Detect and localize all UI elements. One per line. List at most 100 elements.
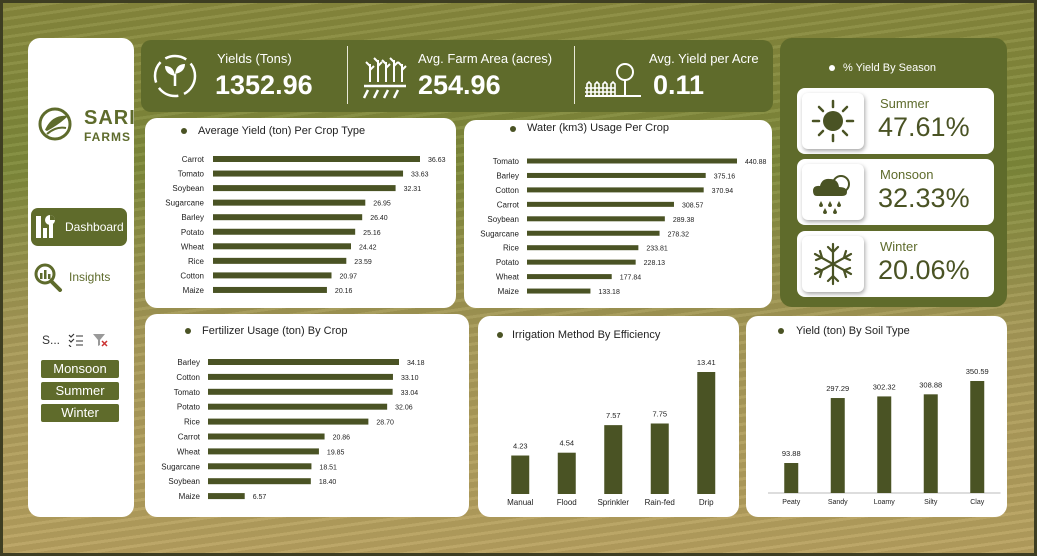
data-label: 19.85	[327, 449, 345, 456]
data-label: 297.29	[826, 384, 849, 393]
title-bullet	[185, 328, 191, 334]
bar	[830, 398, 845, 493]
bar	[511, 455, 530, 494]
bar	[208, 433, 325, 440]
bar	[208, 478, 311, 485]
slicer-item-summer[interactable]: Summer	[41, 382, 119, 400]
category-label: Rice	[184, 418, 201, 427]
chart-title: Average Yield (ton) Per Crop Type	[198, 125, 366, 137]
bar	[527, 201, 674, 207]
category-label: Sugarcane	[161, 462, 200, 471]
season-card-winter: Winter 20.06%	[797, 231, 994, 297]
slicer-item-winter[interactable]: Winter	[41, 404, 119, 422]
nav-dashboard-label: Dashboard	[65, 220, 124, 234]
bar	[213, 286, 327, 293]
slicer-item-monsoon[interactable]: Monsoon	[41, 360, 119, 378]
kpi-farm-area-value: 254.96	[418, 70, 501, 100]
data-label: 370.94	[712, 188, 734, 195]
kpi-farm-area-label: Avg. Farm Area (acres)	[418, 51, 553, 66]
data-label: 228.13	[644, 260, 666, 267]
data-label: 20.16	[335, 288, 353, 295]
water-usage-card: Water (km3) Usage Per Crop Tomato 440.88 B…	[464, 120, 772, 308]
title-bullet	[778, 328, 784, 334]
bar	[213, 214, 363, 221]
title-bullet	[829, 65, 835, 71]
bar	[527, 158, 737, 164]
bar	[208, 418, 369, 425]
data-label: 440.88	[745, 159, 767, 166]
data-label: 177.84	[620, 275, 642, 282]
irrigation-efficiency-card: Irrigation Method By Efficiency 4.23 Manu…	[478, 316, 739, 517]
category-label: Wheat	[177, 447, 201, 456]
data-label: 93.88	[782, 449, 801, 458]
category-label: Maize	[498, 287, 520, 296]
bar	[557, 452, 576, 494]
yield-by-season-panel: % Yield By Season Summer 47.61%	[780, 38, 1007, 307]
chart-title: Fertilizer Usage (ton) By Crop	[202, 325, 348, 337]
data-label: 308.88	[919, 380, 942, 389]
fertilizer-usage-card: Fertilizer Usage (ton) By Crop Barley 34.…	[145, 314, 469, 517]
bar	[527, 172, 706, 178]
chart-title: Yield (ton) By Soil Type	[796, 325, 910, 337]
kpi-divider	[574, 46, 575, 104]
data-label: 289.38	[673, 217, 695, 224]
category-label: Wheat	[496, 273, 520, 282]
rain-cloud-icon	[802, 164, 864, 220]
kpi-farm-area: Avg. Farm Area (acres) 254.96	[348, 40, 574, 112]
kpi-yields-label: Yields (Tons)	[217, 51, 292, 66]
bar	[527, 259, 636, 265]
category-label: Wheat	[181, 242, 205, 251]
bar	[650, 423, 669, 494]
category-label: Maize	[179, 492, 201, 501]
category-label: Silty	[924, 499, 938, 506]
bar	[527, 230, 660, 236]
category-label: Carrot	[178, 433, 201, 442]
multi-select-icon[interactable]	[68, 333, 84, 347]
data-label: 34.18	[407, 360, 425, 367]
bar	[970, 381, 985, 493]
category-label: Potato	[496, 258, 520, 267]
data-label: 308.57	[682, 202, 704, 209]
category-label: Rain-fed	[645, 498, 675, 507]
season-card-summer: Summer 47.61%	[797, 88, 994, 154]
logo: SARI FARMS	[38, 104, 135, 148]
data-label: 133.18	[598, 289, 620, 296]
category-label: Cotton	[176, 373, 200, 382]
data-label: 7.57	[606, 411, 621, 420]
nav-dashboard-button[interactable]: Dashboard	[31, 208, 127, 246]
data-label: 6.57	[253, 494, 267, 501]
category-label: Flood	[557, 498, 577, 507]
crop-field-icon	[362, 57, 407, 99]
nav-insights-button[interactable]: Insights	[33, 260, 129, 294]
season-slicer-header: S...	[42, 330, 130, 350]
category-label: Sandy	[828, 499, 848, 506]
bar	[208, 359, 399, 365]
bar	[213, 156, 420, 162]
category-label: Barley	[177, 358, 200, 367]
data-label: 20.97	[340, 273, 358, 280]
category-label: Rice	[503, 244, 520, 253]
data-label: 33.63	[411, 172, 429, 179]
clear-filter-icon[interactable]	[92, 333, 108, 347]
sun-icon	[802, 93, 864, 149]
data-label: 4.54	[559, 439, 574, 448]
data-label: 23.59	[354, 259, 372, 266]
data-label: 32.31	[404, 186, 422, 193]
bar	[213, 257, 347, 264]
bar	[208, 493, 245, 500]
soil-bar-chart: 93.88 Peaty 297.29 Sandy 302.32 Loamy 308.88 Si…	[768, 367, 1001, 506]
kpi-divider	[347, 46, 348, 104]
season-name: Monsoon	[880, 167, 934, 182]
chart-title: Water (km3) Usage Per Crop	[527, 122, 670, 134]
bar	[213, 272, 332, 279]
magnifier-chart-icon	[34, 263, 62, 292]
data-label: 233.81	[646, 246, 668, 253]
bar	[527, 216, 665, 222]
category-label: Soybean	[172, 184, 204, 193]
bar	[213, 199, 366, 206]
category-label: Tomato	[174, 388, 201, 397]
data-label: 36.63	[428, 157, 446, 164]
category-label: Carrot	[497, 200, 520, 209]
bar	[527, 274, 612, 280]
bar	[527, 187, 704, 193]
